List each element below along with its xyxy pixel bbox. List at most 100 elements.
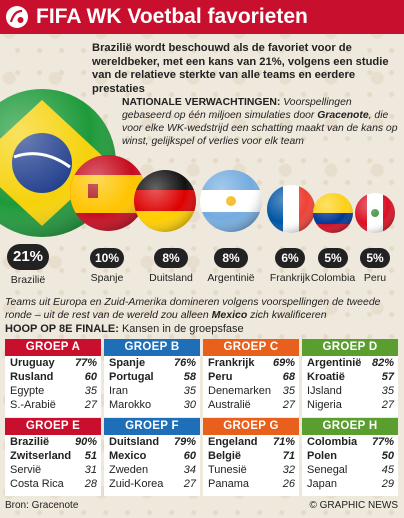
team-chance: 90% bbox=[74, 436, 97, 448]
soccer-ball-logo-icon bbox=[6, 6, 28, 28]
group-team-row: Zweden 34 bbox=[104, 463, 200, 477]
source-note: Bron: Gracenote bbox=[5, 500, 79, 511]
country-label: Spanje bbox=[90, 272, 124, 284]
team-chance: 28 bbox=[84, 478, 97, 490]
group-team-row: Mexico 60 bbox=[104, 449, 200, 463]
team-name: Polen bbox=[307, 450, 337, 462]
team-chance: 51 bbox=[84, 450, 97, 462]
team-chance: 58 bbox=[183, 371, 196, 383]
groups-heading-bold: Hoop op 8e finale: bbox=[5, 323, 119, 335]
team-chance: 35 bbox=[183, 385, 196, 397]
team-name: Spanje bbox=[109, 357, 146, 369]
team-chance: 29 bbox=[381, 478, 394, 490]
group-team-row: Senegal 45 bbox=[302, 463, 398, 477]
country-label: Brazilië bbox=[10, 274, 46, 286]
team-chance: 50 bbox=[381, 450, 394, 462]
group-team-row: Polen 50 bbox=[302, 449, 398, 463]
probability-label: 21% bbox=[7, 244, 49, 270]
team-name: Zweden bbox=[109, 464, 149, 476]
group-team-row: IJsland 35 bbox=[302, 384, 398, 398]
group-team-row: Portugal 58 bbox=[104, 370, 200, 384]
nat-label: NATIONALE VERWACHTINGEN: bbox=[122, 97, 281, 108]
group-team-row: Tunesië 32 bbox=[203, 463, 299, 477]
group-panel: GROEP F Duitsland 79% Mexico 60 Zweden 34 Zuid-… bbox=[104, 418, 200, 496]
group-team-row: Denemarken 35 bbox=[203, 384, 299, 398]
team-chance: 27 bbox=[282, 399, 295, 411]
groups-heading-rest: Kansen in de groepsfase bbox=[121, 323, 244, 335]
group-panel: GROEP A Uruguay 77% Rusland 60 Egypte 35 S.-Ara… bbox=[5, 339, 101, 417]
group-team-row: Uruguay 77% bbox=[5, 356, 101, 370]
group-header: GROEP E bbox=[5, 418, 101, 435]
team-name: Brazilië bbox=[10, 436, 50, 448]
team-name: Egypte bbox=[10, 385, 45, 397]
group-team-row: Zuid-Korea 27 bbox=[104, 477, 200, 491]
team-chance: 32 bbox=[282, 464, 295, 476]
credit: © GRAPHIC NEWS bbox=[309, 500, 399, 511]
probability-label: 8% bbox=[214, 248, 248, 268]
team-name: Australië bbox=[208, 399, 251, 411]
team-chance: 27 bbox=[183, 478, 196, 490]
group-panel: GROEP C Frankrijk 69% Peru 68 Denemarken 35 Aus… bbox=[203, 339, 299, 417]
header-bar: FIFA WK Voetbal favorieten bbox=[0, 0, 404, 34]
team-chance: 76% bbox=[173, 357, 196, 369]
group-team-row: Panama 26 bbox=[203, 477, 299, 491]
team-chance: 69% bbox=[272, 357, 295, 369]
team-name: Zwitserland bbox=[10, 450, 72, 462]
group-header: GROEP C bbox=[203, 339, 299, 356]
team-name: Senegal bbox=[307, 464, 348, 476]
probability-label: 5% bbox=[360, 248, 390, 268]
team-name: Costa Rica bbox=[10, 478, 64, 490]
team-name: Mexico bbox=[109, 450, 147, 462]
group-team-row: Argentinië 82% bbox=[302, 356, 398, 370]
group-team-row: Frankrijk 69% bbox=[203, 356, 299, 370]
group-header: GROEP F bbox=[104, 418, 200, 435]
team-name: Nigeria bbox=[307, 399, 342, 411]
team-name: S.-Arabië bbox=[10, 399, 56, 411]
country-label: Frankrijk bbox=[269, 272, 311, 284]
team-name: Servië bbox=[10, 464, 42, 476]
team-name: Frankrijk bbox=[208, 357, 255, 369]
group-team-row: Nigeria 27 bbox=[302, 398, 398, 412]
country-label: Colombia bbox=[310, 272, 356, 284]
group-team-row: Zwitserland 51 bbox=[5, 449, 101, 463]
group-team-row: Colombia 77% bbox=[302, 435, 398, 449]
team-chance: 71 bbox=[282, 450, 295, 462]
team-name: Kroatië bbox=[307, 371, 345, 383]
team-name: Portugal bbox=[109, 371, 154, 383]
team-name: Duitsland bbox=[109, 436, 160, 448]
group-team-row: Kroatië 57 bbox=[302, 370, 398, 384]
groups-heading: Hoop op 8e finale: Kansen in de groepsfa… bbox=[5, 323, 244, 335]
country-label: Argentinië bbox=[207, 272, 255, 284]
team-chance: 31 bbox=[84, 464, 97, 476]
team-chance: 35 bbox=[84, 385, 97, 397]
group-team-row: Engeland 71% bbox=[203, 435, 299, 449]
team-name: Japan bbox=[307, 478, 337, 490]
group-panel: GROEP D Argentinië 82% Kroatië 57 IJsland 35 Ni… bbox=[302, 339, 398, 417]
round-two-note: Teams uit Europa en Zuid-Amerika dominer… bbox=[5, 296, 401, 322]
team-chance: 30 bbox=[183, 399, 196, 411]
team-name: Denemarken bbox=[208, 385, 271, 397]
team-name: Argentinië bbox=[307, 357, 362, 369]
intro-text: Brazilië wordt beschouwd als de favoriet… bbox=[92, 42, 389, 95]
team-name: België bbox=[208, 450, 242, 462]
team-chance: 45 bbox=[381, 464, 394, 476]
team-chance: 77% bbox=[371, 436, 394, 448]
team-chance: 27 bbox=[84, 399, 97, 411]
note-keyword: Mexico bbox=[211, 309, 248, 321]
group-team-row: Brazilië 90% bbox=[5, 435, 101, 449]
group-panel: GROEP H Colombia 77% Polen 50 Senegal 45 Japan 2… bbox=[302, 418, 398, 496]
note-text-1: Teams uit Europa en Zuid-Amerika dominer… bbox=[5, 296, 381, 321]
team-name: Colombia bbox=[307, 436, 358, 448]
probability-label: 6% bbox=[275, 248, 305, 268]
team-name: Zuid-Korea bbox=[109, 478, 164, 490]
group-header: GROEP H bbox=[302, 418, 398, 435]
probability-label: 8% bbox=[154, 248, 188, 268]
nat-text-1: Voorspellingen gebaseerd op één miljoen … bbox=[122, 97, 352, 121]
team-chance: 82% bbox=[371, 357, 394, 369]
team-name: Peru bbox=[208, 371, 233, 383]
group-panel: GROEP G Engeland 71% België 71 Tunesië 32 Panam… bbox=[203, 418, 299, 496]
group-panel: GROEP B Spanje 76% Portugal 58 Iran 35 Marokko 3… bbox=[104, 339, 200, 417]
group-header: GROEP D bbox=[302, 339, 398, 356]
group-team-row: Servië 31 bbox=[5, 463, 101, 477]
group-header: GROEP G bbox=[203, 418, 299, 435]
